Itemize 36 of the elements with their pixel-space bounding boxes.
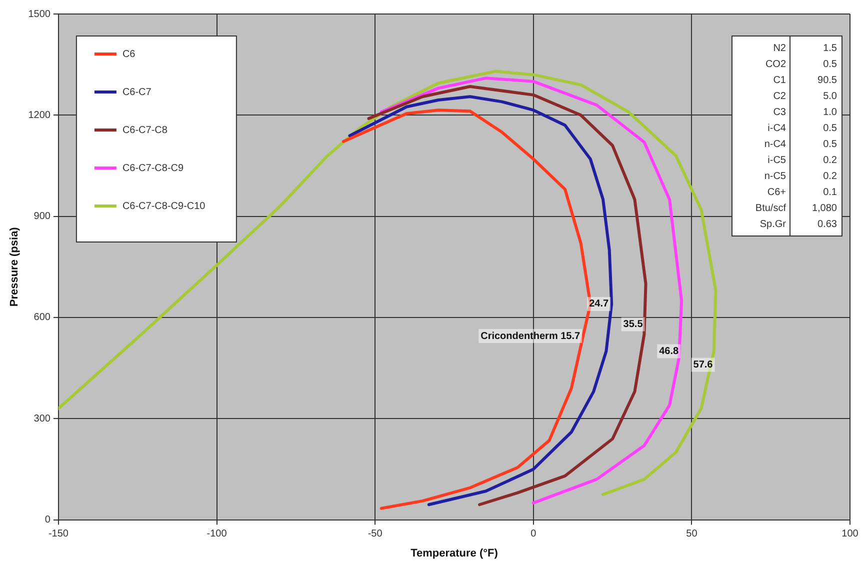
x-tick-label: -100 (206, 528, 228, 540)
annotation: 24.7 (589, 298, 610, 310)
legend-label: C6-C7 (122, 86, 152, 98)
x-axis-title: Temperature (°F) (410, 547, 498, 560)
x-tick-label: 50 (686, 528, 698, 540)
text: C1 90.5 (773, 74, 837, 86)
text: i-C5 0.2 (768, 154, 837, 166)
annotation: 35.5 (623, 318, 644, 330)
text: n-C5 0.2 (764, 170, 837, 182)
y-tick-label: 900 (34, 211, 51, 222)
x-tick-label: -150 (48, 528, 69, 540)
legend-label: C6-C7-C8-C9-C10 (122, 200, 206, 212)
y-axis-title: Pressure (psia) (8, 226, 21, 307)
legend-label: C6 (122, 48, 136, 60)
text: C6+ 0.1 (767, 186, 837, 198)
legend-label: C6-C7-C8 (122, 124, 168, 136)
y-tick-label: 600 (34, 312, 51, 324)
text: C2 5.0 (773, 90, 837, 102)
x-tick-label: 0 (530, 528, 537, 540)
y-tick-label: 1200 (28, 110, 51, 121)
annotation: 46.8 (659, 346, 679, 357)
y-tick-label: 0 (44, 514, 51, 526)
annotation: 57.6 (693, 359, 714, 370)
x-tick-label: -50 (368, 528, 383, 540)
text: N2 1.5 (773, 42, 837, 54)
text: i-C4 0.5 (768, 122, 837, 134)
text: Sp.Gr 0.63 (760, 218, 837, 230)
text: n-C4 0.5 (764, 138, 837, 150)
text: C3 1.0 (773, 106, 837, 118)
y-tick-label: 300 (34, 413, 51, 424)
legend-label: C6-C7-C8-C9 (122, 162, 184, 174)
x-tick-label: 100 (842, 528, 859, 540)
text: Btu/scf 1,080 (755, 202, 837, 214)
y-tick-label: 1500 (28, 8, 51, 20)
text: CO2 0.5 (765, 58, 837, 70)
annotation: Cricondentherm 15.7 (480, 330, 581, 342)
